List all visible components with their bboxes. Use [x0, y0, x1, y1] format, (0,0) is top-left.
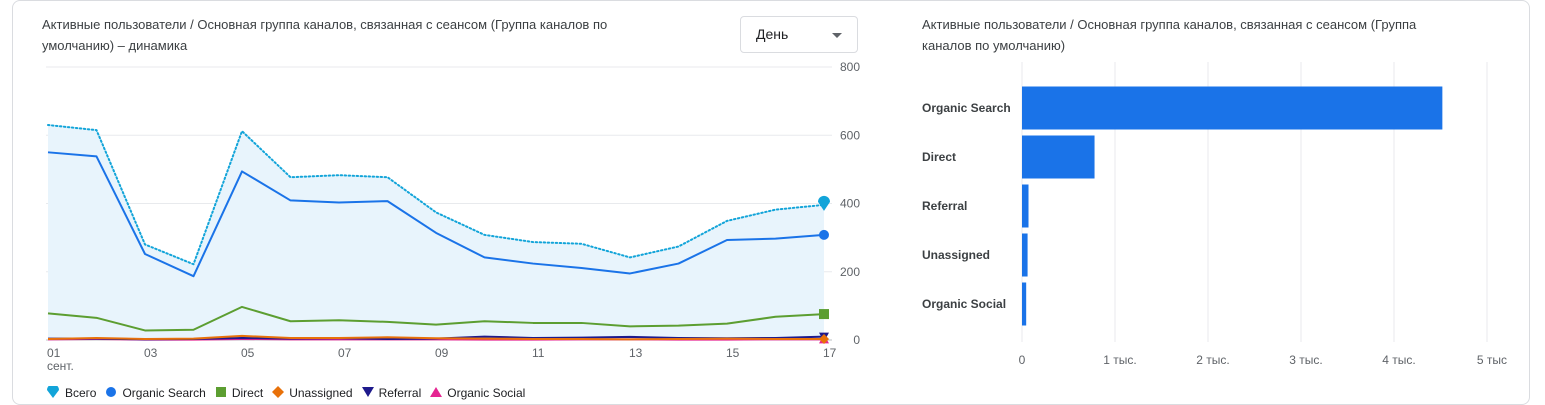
- bar-chart-title-line2: каналов по умолчанию): [922, 38, 1066, 53]
- legend-marker-icon: [361, 386, 374, 401]
- x-tick-label: 17: [823, 346, 837, 360]
- legend-marker-icon: [215, 386, 227, 401]
- series-end-marker: [818, 195, 831, 211]
- y-tick-label: 400: [840, 197, 860, 211]
- legend-label: Всего: [65, 386, 97, 400]
- x-tick-label: 13: [629, 346, 643, 360]
- legend-item[interactable]: Всего: [46, 383, 97, 401]
- category-label: Referral: [922, 199, 967, 213]
- x-tick-label: 01: [47, 346, 61, 360]
- bar-chart-title-line1: Активные пользователи / Основная группа …: [922, 17, 1417, 32]
- line-chart-legend: Всего Organic Search Direct Unassigned Refer…: [46, 383, 534, 402]
- line-chart-title-line2: умолчанию) – динамика: [42, 38, 188, 53]
- y-tick-label: 200: [840, 265, 860, 279]
- x-tick-label: 09: [435, 346, 449, 360]
- legend-marker-icon: [430, 386, 443, 401]
- legend-marker-icon: [46, 383, 60, 401]
- bar-chart-title: Активные пользователи / Основная группа …: [922, 14, 1416, 56]
- bar: [1022, 135, 1095, 179]
- x-tick-label: 07: [338, 346, 352, 360]
- legend-item[interactable]: Organic Search: [105, 386, 206, 401]
- y-tick-label: 0: [853, 333, 860, 347]
- legend-marker-icon: [272, 385, 285, 401]
- legend-label: Organic Search: [122, 386, 206, 400]
- x-tick-label: 0: [1019, 353, 1026, 367]
- legend-item[interactable]: Unassigned: [272, 385, 353, 401]
- bar: [1022, 282, 1027, 326]
- legend-item[interactable]: Organic Social: [430, 386, 525, 401]
- legend-label: Organic Social: [447, 386, 526, 400]
- legend-marker-icon: [105, 386, 117, 401]
- category-label: Unassigned: [922, 248, 990, 262]
- series-end-marker: [819, 309, 829, 320]
- bar: [1022, 233, 1028, 277]
- legend-label: Direct: [231, 386, 264, 400]
- line-chart: 0 200 400 600 800 01 03 05 07 09 11 13 15 17 сент.: [46, 60, 860, 373]
- x-tick-label: 2 тыс.: [1196, 353, 1229, 367]
- x-tick-label: 5 тыс: [1477, 353, 1507, 367]
- line-chart-title: Активные пользователи / Основная группа …: [42, 14, 607, 56]
- x-tick-label: 1 тыс.: [1103, 353, 1136, 367]
- series-end-marker: [819, 333, 829, 344]
- x-tick-label: 11: [532, 346, 545, 360]
- x-tick-label: 15: [726, 346, 740, 360]
- series-line-Всего: [47, 124, 825, 266]
- x-month-label: сент.: [47, 359, 74, 373]
- category-label: Organic Search: [922, 101, 1011, 115]
- x-tick-label: 05: [241, 346, 255, 360]
- x-tick-label: 3 тыс.: [1289, 353, 1322, 367]
- category-label: Organic Social: [922, 297, 1006, 311]
- line-chart-title-line1: Активные пользователи / Основная группа …: [42, 17, 608, 32]
- x-tick-label: 03: [144, 346, 158, 360]
- y-tick-label: 600: [840, 128, 860, 142]
- bar: [1022, 86, 1443, 130]
- legend-label: Referral: [378, 386, 422, 400]
- chevron-down-icon: [832, 33, 842, 38]
- series-end-marker: [819, 229, 829, 240]
- granularity-dropdown[interactable]: День: [740, 16, 858, 53]
- bar: [1022, 184, 1029, 228]
- legend-item[interactable]: Direct: [215, 386, 263, 401]
- series-line-Unassigned: [47, 334, 824, 341]
- legend-label: Unassigned: [289, 386, 353, 400]
- y-tick-label: 800: [840, 60, 860, 74]
- series-line-Direct: [47, 305, 825, 332]
- series-line-Organic Search: [47, 151, 825, 278]
- legend-item[interactable]: Referral: [361, 386, 422, 401]
- granularity-value: День: [756, 26, 789, 42]
- x-tick-label: 4 тыс.: [1382, 353, 1415, 367]
- category-label: Direct: [922, 150, 956, 164]
